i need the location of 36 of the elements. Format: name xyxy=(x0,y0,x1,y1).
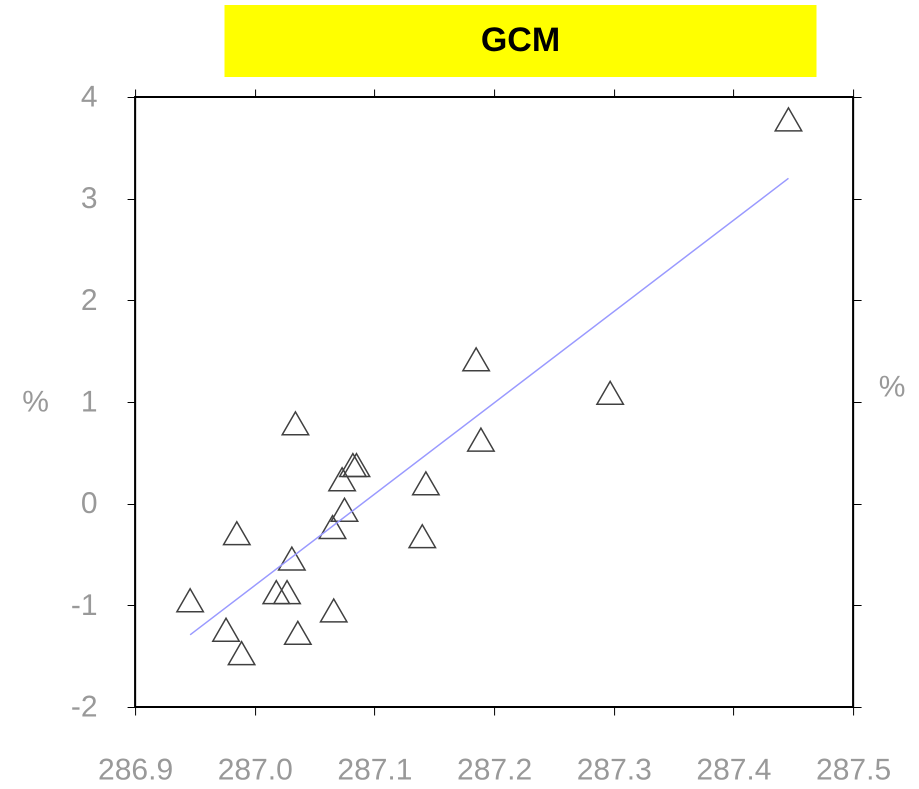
y-tick-label: 4 xyxy=(80,80,98,114)
x-tick-label: 287.0 xyxy=(218,754,293,786)
point xyxy=(222,520,251,546)
point xyxy=(212,618,240,642)
x-tick-label: 286.9 xyxy=(98,754,174,786)
point xyxy=(462,347,490,372)
point xyxy=(228,640,256,666)
y-tick-label: 0 xyxy=(80,487,98,520)
point xyxy=(262,580,290,604)
y-tick-label: 1 xyxy=(80,386,98,418)
point xyxy=(596,380,624,406)
point xyxy=(318,514,347,540)
point xyxy=(281,411,310,436)
point xyxy=(328,467,356,492)
point xyxy=(412,471,440,496)
point xyxy=(408,524,436,548)
point xyxy=(466,427,495,452)
point xyxy=(273,580,302,604)
y-tick-label: -1 xyxy=(70,588,98,622)
y-tick-label: 2 xyxy=(80,284,98,317)
point xyxy=(320,598,348,623)
point xyxy=(278,546,306,571)
point xyxy=(774,107,802,132)
y2-axis-title: % xyxy=(878,370,906,404)
x-tick-label: 287.4 xyxy=(696,754,772,786)
x-tick-label: 287.2 xyxy=(457,754,532,786)
y-tick-label: 3 xyxy=(80,182,98,216)
point xyxy=(330,498,358,522)
y-axis-title: % xyxy=(22,386,49,418)
y-tick-label: -2 xyxy=(70,690,98,724)
point xyxy=(176,588,204,612)
x-tick-label: 287.3 xyxy=(576,754,652,786)
point xyxy=(284,620,312,645)
chart-title: GCM xyxy=(480,21,560,59)
x-tick-label: 287.5 xyxy=(816,754,892,786)
x-tick-label: 287.1 xyxy=(337,754,412,786)
